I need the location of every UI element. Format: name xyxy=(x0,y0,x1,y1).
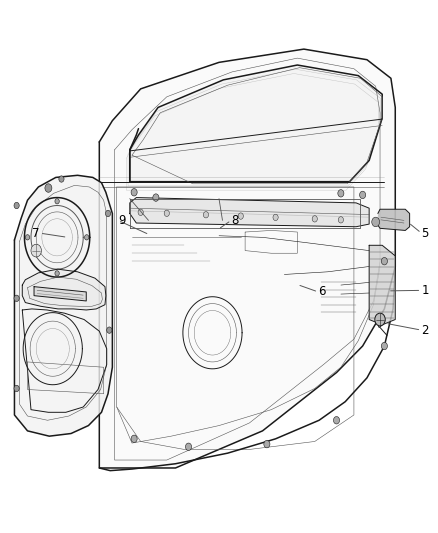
Circle shape xyxy=(338,190,344,197)
Text: 6: 6 xyxy=(318,286,326,298)
Circle shape xyxy=(238,213,244,219)
Text: 2: 2 xyxy=(421,324,429,337)
Circle shape xyxy=(45,184,52,192)
Circle shape xyxy=(338,216,343,223)
Circle shape xyxy=(153,194,159,201)
Circle shape xyxy=(55,271,59,276)
Circle shape xyxy=(333,417,339,424)
Circle shape xyxy=(381,257,388,265)
Circle shape xyxy=(381,342,388,350)
Circle shape xyxy=(203,212,208,218)
Text: 7: 7 xyxy=(32,227,40,240)
Circle shape xyxy=(59,176,64,182)
Text: 8: 8 xyxy=(231,214,239,227)
Polygon shape xyxy=(99,49,395,468)
Circle shape xyxy=(55,199,59,204)
Circle shape xyxy=(106,211,111,216)
Circle shape xyxy=(14,385,19,392)
Circle shape xyxy=(264,440,270,448)
Circle shape xyxy=(360,191,366,199)
Circle shape xyxy=(131,189,137,196)
Polygon shape xyxy=(130,65,382,182)
Circle shape xyxy=(14,203,19,209)
Circle shape xyxy=(185,443,191,450)
Circle shape xyxy=(131,435,137,442)
Circle shape xyxy=(107,327,112,333)
Polygon shape xyxy=(34,287,86,301)
Polygon shape xyxy=(130,198,369,227)
Polygon shape xyxy=(369,245,395,325)
Circle shape xyxy=(273,214,278,221)
Circle shape xyxy=(14,295,19,302)
Circle shape xyxy=(25,235,30,240)
Polygon shape xyxy=(14,175,113,436)
Circle shape xyxy=(138,209,143,215)
Circle shape xyxy=(312,216,318,222)
Text: 5: 5 xyxy=(421,227,429,240)
Circle shape xyxy=(85,235,89,240)
Text: 1: 1 xyxy=(421,284,429,297)
Text: 9: 9 xyxy=(118,214,126,227)
Polygon shape xyxy=(378,209,410,230)
Polygon shape xyxy=(22,269,106,310)
Circle shape xyxy=(31,244,42,257)
Circle shape xyxy=(164,210,170,216)
Circle shape xyxy=(372,217,380,227)
Circle shape xyxy=(375,313,385,326)
